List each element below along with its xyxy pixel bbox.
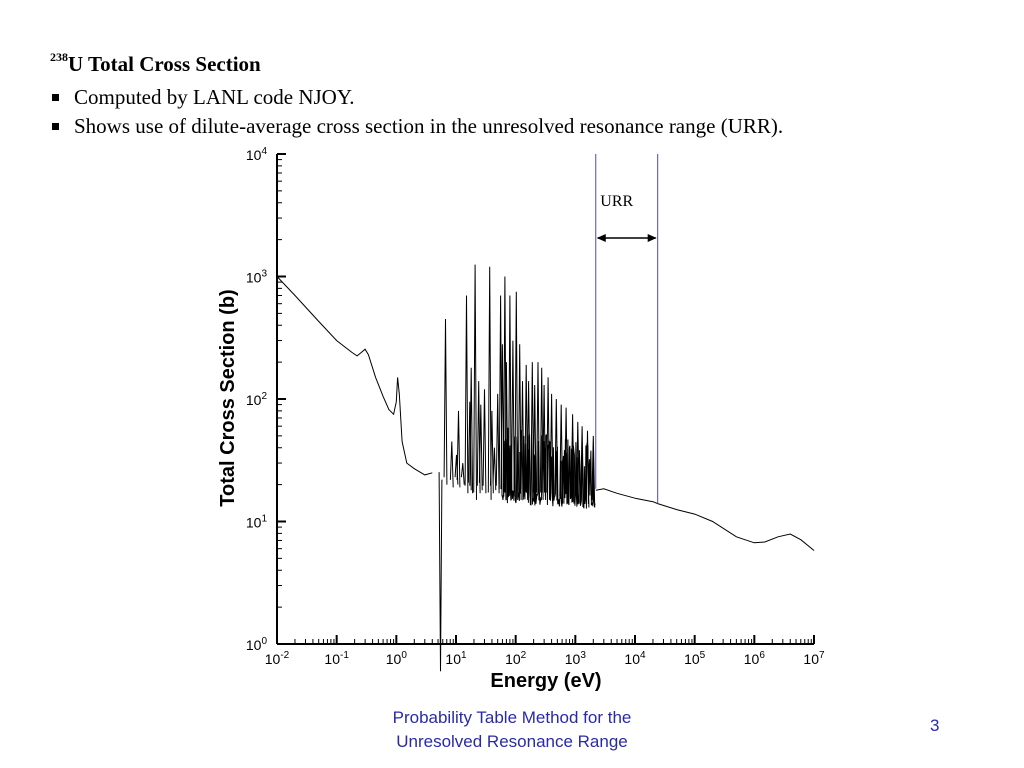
x-tick-label: 10-2 — [265, 650, 290, 667]
footer-line-1: Probability Table Method for the — [392, 708, 632, 727]
y-axis-label: Total Cross Section (b) — [217, 289, 239, 506]
resonance-peak — [495, 393, 500, 494]
resonance-peak — [473, 264, 477, 500]
resonance-peak — [464, 295, 469, 494]
resonance-peak — [449, 441, 454, 488]
urr-arrow-right-head — [647, 234, 657, 242]
resonance-peak — [508, 295, 512, 500]
resonance-peak — [443, 318, 448, 485]
x-tick-label: 106 — [744, 650, 766, 667]
y-tick-label: 104 — [246, 146, 268, 163]
data-layer — [276, 264, 815, 672]
resonance-peak — [482, 389, 487, 494]
x-tick-label: 103 — [565, 650, 587, 667]
bullet-text-1: Computed by LANL code NJOY. — [74, 85, 355, 109]
footer-text: Probability Table Method for the Unresol… — [350, 706, 674, 754]
x-tick-label: 104 — [624, 650, 646, 667]
title-text: U Total Cross Section — [68, 52, 261, 76]
resonance-peak — [511, 340, 515, 497]
y-tick-label: 103 — [246, 269, 268, 286]
page-number: 3 — [930, 716, 940, 735]
slide-title: 238U Total Cross Section — [50, 50, 261, 77]
resonance-peak — [591, 435, 596, 508]
y-tick-label: 100 — [246, 636, 268, 653]
resonance-peak — [469, 367, 474, 494]
x-tick-label: 102 — [505, 650, 527, 667]
urr-label: URR — [600, 193, 633, 210]
resonance-peak — [460, 463, 465, 485]
x-tick-label: 107 — [803, 650, 825, 667]
y-tick-label: 101 — [246, 514, 268, 531]
footer-line-2: Unresolved Resonance Range — [396, 732, 628, 751]
bullet-square-icon — [52, 123, 59, 130]
bullet-square-icon — [52, 94, 59, 101]
resonance-peak — [467, 401, 472, 491]
resonance-peak — [492, 447, 497, 491]
resonance-peak — [487, 266, 492, 500]
resonance-peak — [514, 291, 519, 500]
resonance-peak — [490, 410, 494, 494]
y-tick-label: 102 — [246, 391, 268, 408]
x-axis-label: Energy (eV) — [490, 670, 601, 692]
urr-annotation: URR — [595, 154, 659, 504]
bullet-text-2: Shows use of dilute-average cross sectio… — [74, 114, 784, 138]
series-high-energy-line — [595, 488, 815, 551]
tick-label-layer: 10-2 10-1 100 101 102 103 104 105 106 107 100 101 10… — [246, 146, 825, 667]
series-low-energy-line — [276, 276, 433, 476]
bullet-item-1: Computed by LANL code NJOY. — [52, 85, 355, 110]
x-tick-label: 101 — [445, 650, 467, 667]
resonance-peak — [549, 393, 554, 504]
dense-resonance-band — [501, 427, 596, 509]
axes-layer — [276, 153, 815, 645]
x-tick-label: 10-1 — [324, 650, 349, 667]
x-tick-label: 100 — [386, 650, 408, 667]
bullet-item-2: Shows use of dilute-average cross sectio… — [52, 114, 783, 139]
resonance-peak — [456, 410, 461, 488]
urr-arrow-left-head — [596, 234, 606, 242]
title-superscript: 238 — [50, 50, 68, 64]
x-tick-label: 105 — [684, 650, 706, 667]
resonance-peak — [478, 404, 483, 491]
resonance-peak — [438, 472, 443, 672]
resonance-peak — [559, 404, 564, 504]
